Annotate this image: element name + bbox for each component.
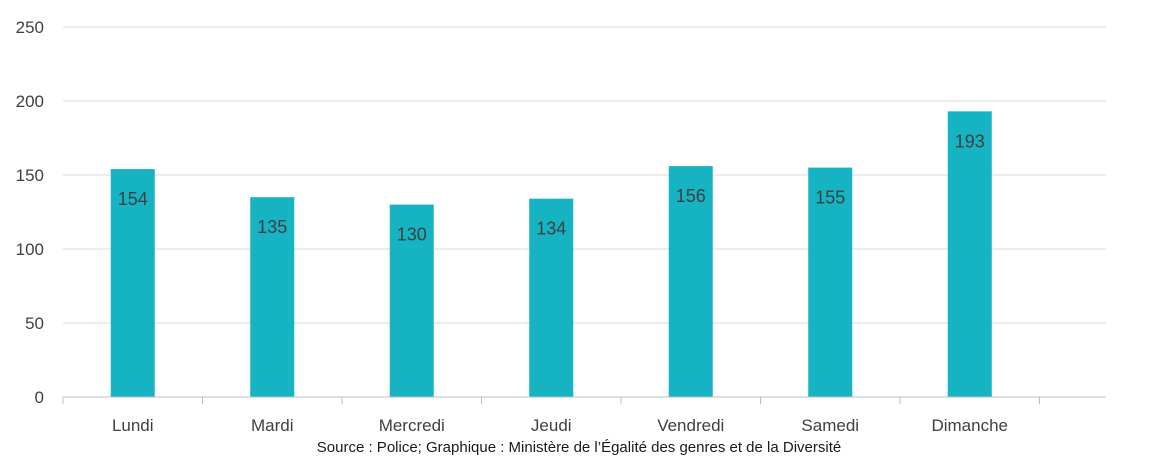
- bars: [110, 111, 992, 398]
- bar-dimanche: [947, 111, 992, 398]
- bar-lundi: [110, 169, 155, 397]
- y-tick-label: 150: [16, 166, 44, 185]
- bar-jeudi: [529, 198, 574, 397]
- y-tick-label: 250: [16, 18, 44, 37]
- gridlines: [63, 26, 1106, 324]
- x-tick-label-mardi: Mardi: [251, 416, 294, 435]
- data-labels: 154 135 130 134 156 155 193: [118, 131, 985, 244]
- data-label-samedi: 155: [815, 188, 845, 208]
- x-tick-label-mercredi: Mercredi: [379, 416, 445, 435]
- y-tick-label: 0: [35, 388, 44, 407]
- source-note: Source : Police; Graphique : Ministère d…: [317, 439, 841, 456]
- x-tick-label-jeudi: Jeudi: [531, 416, 572, 435]
- bar-mercredi: [389, 204, 434, 397]
- x-tick-label-dimanche: Dimanche: [931, 416, 1008, 435]
- x-tick-label-vendredi: Vendredi: [657, 416, 724, 435]
- bar-mardi: [250, 197, 295, 397]
- data-label-lundi: 154: [118, 189, 148, 209]
- y-axis-tick-labels: 0 50 100 150 200 250: [16, 18, 44, 407]
- data-label-mercredi: 130: [397, 225, 427, 245]
- y-tick-label: 50: [25, 314, 44, 333]
- x-tick-label-lundi: Lundi: [112, 416, 154, 435]
- y-tick-label: 100: [16, 240, 44, 259]
- bar-samedi: [808, 167, 853, 397]
- bar-vendredi: [668, 166, 713, 397]
- x-axis-tick-labels: Lundi Mardi Mercredi Jeudi Vendredi Samedi Dim…: [112, 416, 1008, 435]
- data-label-mardi: 135: [257, 217, 287, 237]
- data-label-vendredi: 156: [676, 186, 706, 206]
- y-tick-label: 200: [16, 92, 44, 111]
- data-label-jeudi: 134: [536, 219, 566, 239]
- data-label-dimanche: 193: [955, 131, 985, 151]
- x-axis: [62, 396, 1106, 404]
- x-tick-label-samedi: Samedi: [801, 416, 859, 435]
